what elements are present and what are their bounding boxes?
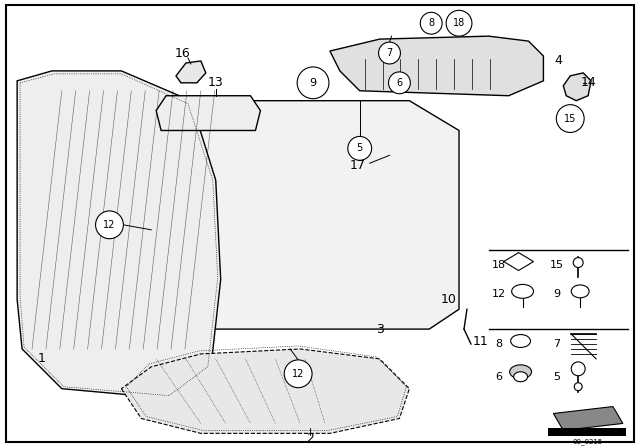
Text: 5: 5 (553, 372, 560, 382)
Polygon shape (156, 101, 459, 329)
Text: 12: 12 (492, 289, 506, 299)
Text: 10: 10 (441, 293, 457, 306)
FancyBboxPatch shape (6, 5, 634, 442)
Polygon shape (122, 349, 410, 433)
Ellipse shape (511, 335, 531, 348)
Text: 5: 5 (356, 143, 363, 153)
Text: 3: 3 (376, 323, 383, 336)
Circle shape (420, 12, 442, 34)
Circle shape (379, 42, 401, 64)
Text: 15: 15 (549, 259, 563, 270)
Polygon shape (176, 61, 206, 83)
Text: 9: 9 (310, 78, 317, 88)
Text: 17: 17 (350, 159, 365, 172)
Text: 9: 9 (553, 289, 560, 299)
Text: 8: 8 (495, 339, 502, 349)
Ellipse shape (511, 284, 534, 298)
Text: 12: 12 (103, 220, 116, 230)
Text: 13: 13 (208, 76, 223, 89)
Circle shape (388, 72, 410, 94)
FancyBboxPatch shape (548, 428, 626, 436)
Circle shape (95, 211, 124, 239)
Polygon shape (504, 253, 534, 271)
Text: 12: 12 (292, 369, 305, 379)
Text: 14: 14 (580, 76, 596, 89)
Circle shape (573, 258, 583, 267)
Circle shape (348, 137, 372, 160)
Text: 1: 1 (38, 353, 46, 366)
Text: 16: 16 (175, 47, 191, 60)
Polygon shape (156, 96, 260, 130)
Circle shape (284, 360, 312, 388)
Text: 8: 8 (428, 18, 435, 28)
Text: 7: 7 (553, 339, 560, 349)
Text: 18: 18 (492, 259, 506, 270)
Ellipse shape (509, 365, 531, 379)
Ellipse shape (514, 372, 527, 382)
Polygon shape (563, 73, 591, 101)
Text: 2: 2 (306, 432, 314, 445)
Text: 6: 6 (495, 372, 502, 382)
Text: 4: 4 (554, 55, 563, 68)
Text: 18: 18 (453, 18, 465, 28)
Circle shape (572, 362, 585, 376)
Text: 7: 7 (387, 48, 392, 58)
Text: 11: 11 (473, 335, 489, 348)
Ellipse shape (572, 285, 589, 298)
Text: 00_0215: 00_0215 (573, 438, 604, 445)
Circle shape (556, 105, 584, 133)
Polygon shape (330, 36, 543, 96)
Text: 6: 6 (396, 78, 403, 88)
Circle shape (297, 67, 329, 99)
Polygon shape (17, 71, 221, 399)
Polygon shape (554, 406, 623, 431)
Circle shape (446, 10, 472, 36)
Circle shape (574, 383, 582, 391)
Text: 15: 15 (564, 113, 577, 124)
